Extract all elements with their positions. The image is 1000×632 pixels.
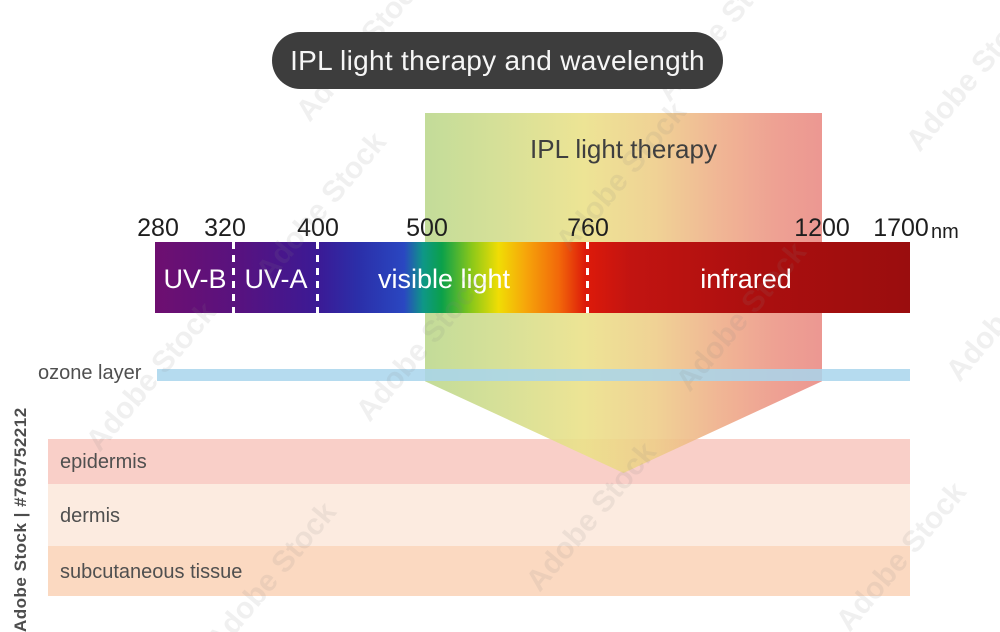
divider-760nm — [586, 242, 589, 313]
ozone-layer-label: ozone layer — [38, 362, 142, 384]
ozone-layer-bar — [157, 369, 910, 381]
page-title: IPL light therapy and wavelength — [272, 32, 723, 89]
stock-watermark-sidebar: Adobe Stock | #765752212 — [11, 407, 30, 632]
tick-280: 280 — [137, 214, 179, 242]
dermis-label: dermis — [60, 505, 121, 527]
skin-layer-epidermis — [48, 439, 910, 484]
tick-320: 320 — [204, 214, 246, 242]
segment-label-uvb: UV-B — [163, 264, 227, 294]
tick-400: 400 — [297, 214, 339, 242]
tick-1200: 1200 — [794, 214, 850, 242]
subcutaneous-tissue-label: subcutaneous tissue — [60, 561, 243, 583]
page-title-text: IPL light therapy and wavelength — [290, 44, 705, 76]
segment-label-uva: UV-A — [244, 264, 308, 294]
divider-320nm — [232, 242, 235, 313]
skin-layer-dermis — [48, 484, 910, 546]
watermark-tile: Adobe Stock — [939, 226, 1000, 388]
wavelength-spectrum-bar — [155, 242, 910, 313]
epidermis-label: epidermis — [60, 451, 147, 473]
tick-500: 500 — [406, 214, 448, 242]
watermark-tile: Adobe Stock — [899, 0, 1000, 158]
tick-760: 760 — [567, 214, 609, 242]
tick-1700: 1700 — [873, 214, 929, 242]
ipl-therapy-arrow-label: IPL light therapy — [530, 134, 717, 164]
divider-400nm — [316, 242, 319, 313]
segment-label-infrared: infrared — [700, 264, 792, 294]
skin-layer-subcutaneous — [48, 546, 910, 596]
tick-unit-nm: nm — [931, 221, 959, 243]
segment-label-visible-light: visible light — [377, 264, 511, 294]
